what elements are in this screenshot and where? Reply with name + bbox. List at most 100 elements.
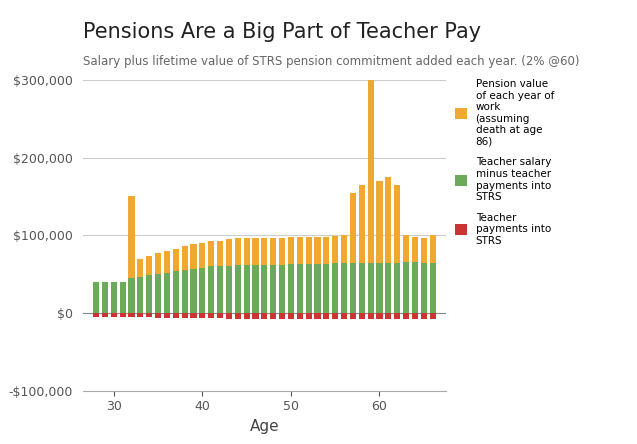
Bar	[341, 234, 347, 263]
Bar	[394, 185, 400, 262]
Bar	[111, 282, 117, 313]
Bar	[146, 275, 152, 313]
Bar	[226, 239, 232, 266]
Bar	[332, 263, 338, 313]
Bar	[120, 282, 125, 313]
Bar	[252, 238, 259, 265]
Bar	[199, 268, 206, 313]
Bar	[376, 262, 383, 313]
Bar	[120, 313, 125, 317]
Bar	[297, 313, 303, 319]
Bar	[306, 313, 311, 319]
Bar	[270, 238, 276, 265]
Bar	[129, 278, 134, 313]
Bar	[350, 313, 356, 319]
Bar	[429, 313, 436, 319]
Bar	[315, 237, 320, 264]
Bar	[208, 241, 214, 266]
Bar	[155, 253, 161, 274]
Bar	[359, 313, 365, 319]
Bar	[332, 313, 338, 319]
Bar	[182, 246, 188, 270]
Bar	[146, 313, 152, 317]
Bar	[252, 313, 259, 319]
Bar	[190, 244, 197, 269]
Bar	[217, 266, 223, 313]
Bar	[350, 193, 356, 262]
Bar	[234, 238, 241, 265]
Bar	[164, 251, 170, 273]
Legend: Pension value
of each year of
work
(assuming
death at age
86), Teacher salary
mi: Pension value of each year of work (assu…	[455, 79, 554, 246]
Bar	[385, 262, 391, 313]
Bar	[368, 45, 374, 262]
X-axis label: Age: Age	[250, 419, 279, 434]
Bar	[385, 313, 391, 319]
Bar	[190, 269, 197, 313]
Bar	[368, 262, 374, 313]
Bar	[138, 313, 143, 317]
Bar	[403, 234, 409, 262]
Bar	[190, 313, 197, 318]
Bar	[208, 266, 214, 313]
Bar	[429, 262, 436, 313]
Bar	[173, 313, 179, 318]
Bar	[350, 262, 356, 313]
Bar	[420, 313, 427, 319]
Bar	[261, 238, 268, 265]
Bar	[129, 313, 134, 317]
Bar	[243, 265, 250, 313]
Bar	[102, 313, 108, 317]
Text: Salary plus lifetime value of STRS pension commitment added each year. (2% @60): Salary plus lifetime value of STRS pensi…	[83, 55, 579, 68]
Bar	[111, 313, 117, 317]
Bar	[226, 266, 232, 313]
Bar	[412, 237, 418, 262]
Bar	[412, 262, 418, 313]
Bar	[376, 181, 383, 262]
Bar	[173, 271, 179, 313]
Bar	[306, 264, 311, 313]
Bar	[199, 313, 206, 318]
Text: Pensions Are a Big Part of Teacher Pay: Pensions Are a Big Part of Teacher Pay	[83, 22, 481, 42]
Bar	[359, 262, 365, 313]
Bar	[243, 238, 250, 265]
Bar	[164, 313, 170, 318]
Bar	[341, 313, 347, 319]
Bar	[93, 313, 99, 317]
Bar	[359, 185, 365, 262]
Bar	[270, 265, 276, 313]
Bar	[252, 265, 259, 313]
Bar	[306, 237, 311, 264]
Bar	[217, 241, 223, 266]
Bar	[332, 236, 338, 263]
Bar	[208, 313, 214, 318]
Bar	[288, 237, 294, 264]
Bar	[394, 313, 400, 319]
Bar	[420, 238, 427, 262]
Bar	[129, 196, 134, 278]
Bar	[270, 313, 276, 319]
Bar	[182, 313, 188, 318]
Bar	[279, 313, 285, 319]
Bar	[403, 313, 409, 319]
Bar	[279, 265, 285, 313]
Bar	[146, 256, 152, 275]
Bar	[138, 259, 143, 277]
Bar	[226, 313, 232, 318]
Bar	[234, 313, 241, 319]
Bar	[173, 250, 179, 271]
Bar	[138, 277, 143, 313]
Bar	[315, 313, 320, 319]
Bar	[261, 265, 268, 313]
Bar	[385, 177, 391, 262]
Bar	[261, 313, 268, 319]
Bar	[341, 263, 347, 313]
Bar	[102, 282, 108, 313]
Bar	[199, 243, 206, 268]
Bar	[420, 262, 427, 313]
Bar	[323, 313, 329, 319]
Bar	[182, 270, 188, 313]
Bar	[288, 264, 294, 313]
Bar	[93, 282, 99, 313]
Bar	[164, 273, 170, 313]
Bar	[323, 237, 329, 264]
